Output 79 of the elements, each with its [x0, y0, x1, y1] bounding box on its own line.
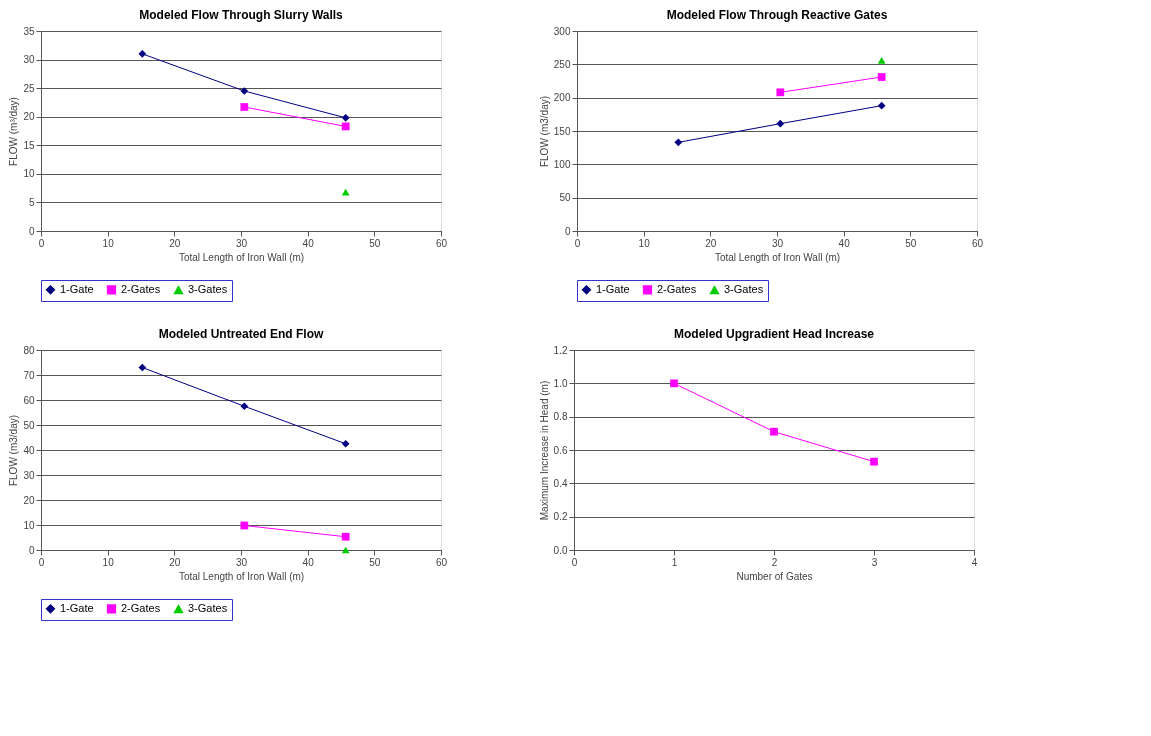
x-tick-label: 1	[671, 556, 678, 568]
chart-title: Modeled Flow Through Slurry Walls	[139, 8, 344, 22]
x-tick-label: 20	[705, 237, 717, 249]
x-tick-label: 10	[638, 237, 651, 249]
y-tick-label: 30	[23, 469, 35, 481]
x-tick-label: 4	[971, 556, 978, 568]
x-tick-label: 20	[169, 237, 181, 249]
legend-label: 3-Gates	[188, 602, 228, 615]
x-tick-label: 40	[302, 556, 315, 568]
y-tick-label: 0.0	[553, 544, 568, 556]
x-tick-label: 30	[235, 237, 248, 249]
x-tick-label: 2	[771, 556, 778, 568]
y-tick-label: 0	[28, 544, 35, 556]
y-tick-label: 0.8	[553, 411, 568, 423]
y-axis-title: FLOW (m3/day)	[538, 95, 550, 168]
y-tick-label: 40	[23, 444, 35, 456]
x-tick-label: 40	[838, 237, 851, 249]
x-tick-label: 30	[235, 556, 248, 568]
legend-label: 1-Gate	[596, 282, 630, 295]
y-axis-title: FLOW (m3/day)	[8, 414, 20, 487]
y-tick-label: 1.0	[553, 377, 568, 389]
x-tick-label: 50	[905, 237, 917, 249]
x-tick-label: 3	[871, 556, 878, 568]
point	[877, 56, 886, 64]
x-tick-label: 50	[369, 556, 381, 568]
x-axis-title: Total Length of Iron Wall (m)	[178, 251, 305, 263]
legend-label: 1-Gate	[60, 282, 94, 295]
x-tick-label: 0	[574, 237, 581, 249]
x-tick-label: 10	[102, 237, 115, 249]
x-tick-label: 60	[971, 237, 984, 249]
y-tick-label: 15	[23, 139, 35, 151]
x-tick-label: 0	[38, 237, 45, 249]
y-axis-title: FLOW (m³/day)	[8, 97, 20, 166]
y-tick-label: 250	[553, 58, 571, 70]
chart-title: Modeled Upgradient Head Increase	[673, 327, 875, 341]
x-axis-title: Number of Gates	[736, 570, 813, 582]
x-tick-label: 0	[38, 556, 45, 568]
legend-label: 2-Gates	[121, 601, 161, 614]
point	[341, 546, 350, 554]
y-tick-label: 0.2	[553, 511, 568, 523]
y-tick-label: 0.6	[553, 444, 568, 456]
x-tick-label: 60	[435, 556, 448, 568]
x-tick-label: 40	[302, 237, 315, 249]
y-tick-label: 35	[23, 25, 35, 37]
x-tick-label: 30	[771, 237, 784, 249]
legend-label: 2-Gates	[121, 282, 161, 295]
x-axis-title: Total Length of Iron Wall (m)	[714, 251, 841, 263]
legend-label: 3-Gates	[724, 283, 764, 296]
y-tick-label: 10	[23, 168, 35, 180]
chart-title: Modeled Flow Through Reactive Gates	[666, 8, 888, 22]
x-axis-title: Total Length of Iron Wall (m)	[178, 570, 305, 582]
legend-label: 2-Gates	[657, 282, 697, 295]
chart-title: Modeled Untreated End Flow	[158, 327, 324, 341]
y-tick-label: 100	[553, 158, 571, 170]
y-tick-label: 5	[28, 196, 35, 208]
x-tick-label: 60	[435, 237, 448, 249]
y-tick-label: 80	[23, 344, 35, 356]
y-tick-label: 50	[559, 192, 571, 204]
y-tick-label: 20	[23, 494, 35, 506]
y-tick-label: 20	[23, 111, 35, 123]
y-tick-label: 150	[553, 125, 571, 137]
y-tick-label: 300	[553, 25, 571, 37]
y-tick-label: 200	[553, 92, 571, 104]
x-tick-label: 10	[102, 556, 115, 568]
y-tick-label: 0	[564, 225, 571, 237]
legend-label: 1-Gate	[60, 601, 94, 614]
y-axis-title: Maximum Increase in Head (m)	[538, 380, 550, 521]
y-tick-label: 30	[23, 54, 35, 66]
y-tick-label: 10	[23, 519, 35, 531]
y-tick-label: 70	[23, 369, 35, 381]
y-tick-label: 60	[23, 394, 35, 406]
x-tick-label: 20	[169, 556, 181, 568]
y-tick-label: 50	[23, 419, 35, 431]
y-tick-label: 0.4	[553, 477, 568, 489]
y-tick-label: 25	[23, 82, 35, 94]
legend-label: 3-Gates	[188, 283, 228, 296]
y-tick-label: 1.2	[553, 344, 568, 356]
y-tick-label: 0	[28, 225, 35, 237]
x-tick-label: 50	[369, 237, 381, 249]
